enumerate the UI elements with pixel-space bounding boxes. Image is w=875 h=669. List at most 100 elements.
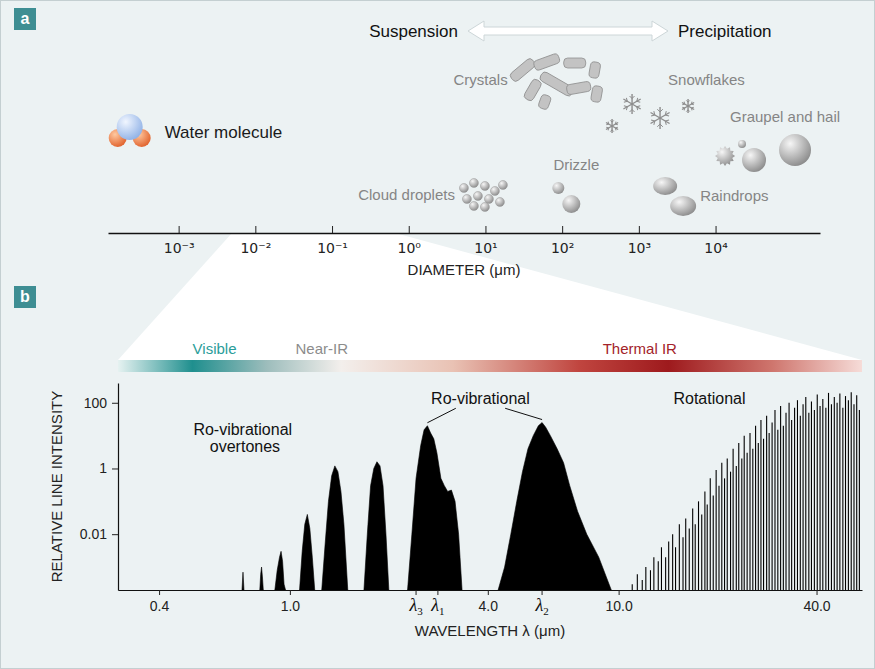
x-tick-mark xyxy=(409,226,410,233)
item-icon xyxy=(552,182,580,213)
x-tick-label: 10¹ xyxy=(474,240,497,256)
arm-branch xyxy=(612,120,614,122)
x-tick-mark xyxy=(716,226,717,233)
x-tick-label: 4.0 xyxy=(479,598,499,614)
x-tick-mark xyxy=(619,590,620,595)
y-tick-mark xyxy=(112,403,118,404)
arm-branch xyxy=(688,110,690,112)
snowflake-arm xyxy=(681,101,689,108)
item-label: Raindrops xyxy=(700,187,768,204)
spectral-line xyxy=(800,416,801,590)
arm-branch xyxy=(683,108,685,110)
item-label: Water molecule xyxy=(165,123,282,142)
spectral-line xyxy=(741,459,742,590)
x-tick-label: 10⁻¹ xyxy=(317,240,348,256)
wavelength-symbol: λ xyxy=(534,595,543,615)
y-tick: 1 xyxy=(99,460,118,476)
arm-branch xyxy=(610,130,612,132)
arm-line xyxy=(606,123,612,127)
arm-branch xyxy=(615,126,617,128)
spectral-line xyxy=(701,514,702,590)
spectral-line xyxy=(695,524,696,590)
item-icon xyxy=(109,114,151,147)
arm-branch xyxy=(625,107,628,110)
spectral-line xyxy=(789,403,790,590)
wavelength-label: λ3 xyxy=(408,595,423,617)
spectral-line xyxy=(650,570,651,590)
axis-line xyxy=(109,233,821,235)
leader-line xyxy=(427,408,455,422)
spectral-line xyxy=(845,396,846,590)
arm-branch xyxy=(636,107,639,110)
arm-branch xyxy=(652,121,656,125)
leader-line xyxy=(505,408,542,419)
snowflake-arm xyxy=(649,110,661,120)
item-label: Snowflakes xyxy=(668,71,745,88)
annotations: Ro-vibrational overtonesRo-vibrationalRo… xyxy=(193,390,745,455)
spectral-line xyxy=(760,420,761,590)
arm-branch xyxy=(606,123,608,125)
item-icon xyxy=(605,94,695,133)
snowflake-arm xyxy=(605,121,613,128)
spectral-line xyxy=(783,426,784,590)
panel-label: a xyxy=(14,8,36,30)
spectral-line xyxy=(682,537,683,590)
x-tick-mark xyxy=(488,590,489,595)
x-tick: 10¹ xyxy=(474,226,497,256)
crystal xyxy=(566,81,591,95)
spectral-line xyxy=(679,524,680,590)
arm-branch xyxy=(665,119,669,123)
x-tick-label: 40.0 xyxy=(803,598,830,614)
x-tick-mark xyxy=(255,226,256,233)
region-label: Near-IR xyxy=(295,340,348,357)
x-tick-mark xyxy=(639,226,640,233)
spectral-line xyxy=(710,478,711,590)
droplet xyxy=(498,181,507,190)
arm-branch xyxy=(657,124,660,127)
background xyxy=(1,1,875,669)
spectral-line xyxy=(780,406,781,590)
figure: aSuspensionPrecipitationWater moleculeCl… xyxy=(0,0,875,669)
droplet xyxy=(480,203,489,212)
arm-line xyxy=(688,103,694,107)
x-tick-mark xyxy=(179,226,180,233)
spectral-line xyxy=(820,406,821,590)
crystal xyxy=(590,85,603,102)
snowflake xyxy=(681,99,695,113)
arm-branch xyxy=(630,110,633,113)
axis-line xyxy=(119,590,863,591)
spectral-line xyxy=(653,557,654,590)
droplet xyxy=(484,195,493,204)
spectral-line xyxy=(797,400,798,590)
x-tick-label: 10³ xyxy=(628,240,651,256)
spectral-line xyxy=(721,463,722,590)
spectral-line xyxy=(825,408,826,590)
annotation: Rotational xyxy=(673,390,745,407)
spectral-line xyxy=(774,410,775,590)
crystal xyxy=(509,57,537,83)
spectral-line xyxy=(716,470,717,590)
arm-branch xyxy=(688,100,690,102)
axis-line xyxy=(118,384,119,591)
x-tick: 10⁻¹ xyxy=(317,226,348,256)
arm-branch xyxy=(691,102,693,104)
x-tick-label: 10² xyxy=(551,240,574,256)
x-tick-mark xyxy=(332,226,333,233)
x-tick: 4.0 xyxy=(479,590,499,614)
x-tick-mark xyxy=(562,226,563,233)
snowflake xyxy=(605,119,619,133)
arm-line xyxy=(660,118,670,124)
spectral-line xyxy=(777,430,778,590)
item-label: Graupel and hail xyxy=(730,108,840,125)
x-tick-mark xyxy=(485,226,486,233)
spectral-line xyxy=(707,505,708,590)
snowflake xyxy=(649,107,671,129)
y-tick-mark xyxy=(112,468,118,469)
y-axis-title: RELATIVE LINE INTENSITY xyxy=(48,391,65,582)
spectral-line xyxy=(736,466,737,590)
region-label: Visible xyxy=(193,340,237,357)
spectral-line xyxy=(851,392,852,590)
spectral-line xyxy=(752,449,753,590)
x-axis: 0.41.04.010.040.0 xyxy=(119,590,863,614)
spectral-line xyxy=(668,541,669,590)
